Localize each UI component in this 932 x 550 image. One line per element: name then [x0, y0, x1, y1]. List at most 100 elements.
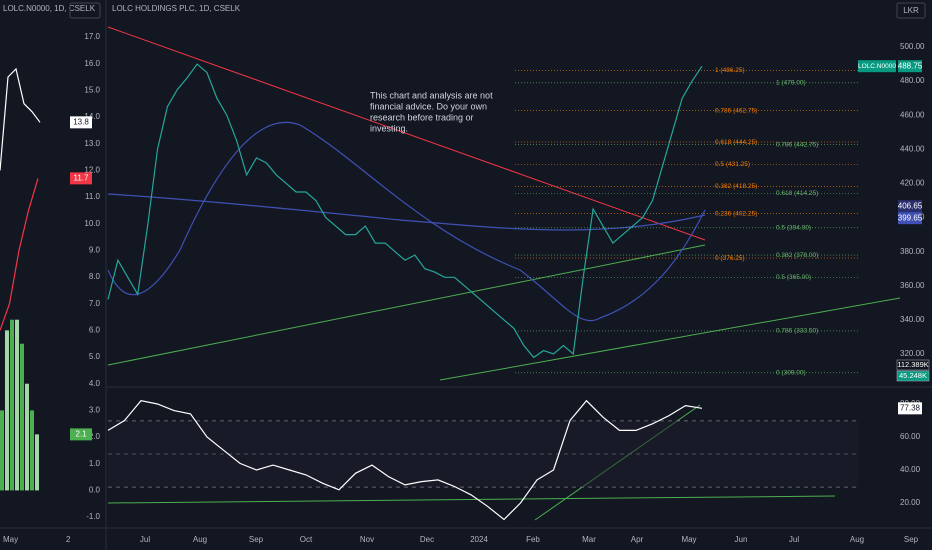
histogram-bar	[10, 319, 14, 491]
y-tick-label: 10.0	[84, 219, 100, 228]
y-tick-label: 380.00	[900, 247, 925, 256]
fib-label: 0.5 (365.00)	[776, 274, 811, 281]
trend-line	[439, 297, 901, 381]
badge-label: 13.8	[73, 117, 89, 126]
histogram-bar	[15, 319, 19, 491]
x-tick-label: Jul	[789, 535, 799, 544]
y-tick-label: 320.00	[900, 349, 925, 358]
y-tick-label: 9.0	[89, 245, 101, 254]
histogram-bar	[25, 383, 29, 491]
volume-badge	[896, 370, 930, 382]
fib-label: 0.786 (333.50)	[776, 328, 818, 335]
fib-label: 0.618 (414.25)	[776, 190, 818, 197]
volume-badge-label: 45.248K	[899, 371, 927, 380]
y-tick-label: 6.0	[89, 325, 101, 334]
volume-badge-label: 112.389K	[897, 360, 929, 369]
x-tick-label: Aug	[850, 535, 864, 544]
trend-line	[107, 244, 706, 366]
left-header: LOLC.N0000, 1D, CSELK	[3, 4, 96, 13]
fib-label: 0 (309.00)	[776, 369, 806, 376]
y-tick-label: 4.0	[89, 379, 101, 388]
fib-label: 0.786 (442.75)	[776, 141, 818, 148]
y-tick-label: 440.00	[900, 144, 925, 153]
rsi-fill	[108, 421, 858, 487]
price-badge	[898, 212, 922, 225]
x-tick-label: Dec	[420, 535, 434, 544]
trend-line	[107, 26, 706, 241]
y-tick-label: 13.0	[84, 139, 100, 148]
badge-label: 11.7	[74, 173, 90, 182]
y-tick-label: 0.0	[89, 485, 101, 494]
x-tick-label: May	[681, 535, 696, 544]
fib-label: 1 (486.25)	[715, 67, 745, 74]
fib-label: 1 (479.00)	[776, 80, 806, 87]
fib-label: 0.618 (444.25)	[715, 139, 757, 146]
price-line	[107, 63, 703, 359]
badge	[70, 116, 92, 129]
fib-label: 0 (376.25)	[715, 255, 745, 262]
disclaimer: financial advice. Do your own	[370, 101, 487, 111]
trend-line	[107, 495, 836, 504]
y-tick-label: 7.0	[89, 299, 101, 308]
y-tick-label: 15.0	[84, 85, 100, 94]
y-tick-label: 20.00	[900, 498, 921, 507]
x-tick-label: Feb	[526, 535, 540, 544]
y-tick-label: 60.00	[900, 432, 921, 441]
fib-label: 0.236 (402.25)	[715, 210, 757, 217]
currency-button[interactable]	[896, 2, 926, 19]
x-tick-label: May	[3, 535, 18, 544]
x-tick-label: Jun	[735, 535, 748, 544]
histogram-bar	[0, 410, 4, 491]
y-tick-label: 1.0	[89, 459, 101, 468]
y-tick-label: 480.00	[900, 76, 925, 85]
disclaimer: This chart and analysis are not	[370, 90, 493, 100]
histogram-bar	[5, 330, 9, 491]
x-tick-label: Jul	[140, 535, 150, 544]
main-header: LOLC HOLDINGS PLC, 1D, CSELK	[112, 4, 241, 13]
y-tick-label: 500.00	[900, 42, 925, 51]
fib-label: 0.786 (462.75)	[715, 107, 757, 114]
rsi-line	[107, 399, 703, 521]
y-tick-label: 16.0	[84, 59, 100, 68]
fib-label: 0.5 (431.25)	[715, 161, 750, 168]
y-tick-label: 460.00	[900, 110, 925, 119]
price-badge	[898, 200, 922, 213]
y-tick-label: 14.0	[84, 112, 100, 121]
indicator-line	[0, 178, 39, 331]
badge	[70, 428, 92, 441]
disclaimer: research before trading or	[370, 112, 474, 122]
y-tick-label: 2.0	[89, 432, 101, 441]
y-tick-label: 17.0	[84, 32, 100, 41]
moving-average	[107, 193, 706, 231]
rsi-badge-label: 77.38	[900, 403, 921, 412]
y-tick-label: 11.0	[85, 192, 101, 201]
fib-label: 0.5 (394.00)	[776, 225, 811, 232]
y-tick-label: 8.0	[89, 272, 101, 281]
disclaimer: investing.	[370, 123, 408, 133]
y-tick-label: 420.00	[900, 179, 925, 188]
price-badge-label: 406.65	[898, 201, 923, 210]
price-badge-label: 488.75	[898, 61, 923, 70]
rsi-badge	[898, 402, 922, 415]
fib-label: 0.382 (418.25)	[715, 183, 757, 190]
price-badge-label: 399.65	[898, 213, 923, 222]
x-tick-label: Mar	[582, 535, 596, 544]
x-tick-label: Sep	[904, 535, 919, 544]
currency[interactable]: LKR	[903, 6, 919, 15]
x-tick-label: Nov	[360, 535, 374, 544]
x-tick-label: Oct	[300, 535, 313, 544]
badge	[70, 172, 92, 185]
y-tick-label: -1.0	[86, 512, 100, 521]
y-tick-label: 360.00	[900, 281, 925, 290]
histogram-bar	[20, 343, 24, 491]
x-tick-label: Apr	[631, 535, 644, 544]
y-tick-label: 40.00	[900, 465, 921, 474]
y-tick-label: 12.0	[84, 165, 100, 174]
histogram-bar	[30, 410, 34, 491]
moving-average	[107, 121, 706, 322]
currency-button[interactable]	[69, 2, 101, 19]
x-tick-label: Sep	[249, 535, 264, 544]
fib-label: 0.382 (378.00)	[776, 252, 818, 259]
x-tick-label: Aug	[193, 535, 207, 544]
